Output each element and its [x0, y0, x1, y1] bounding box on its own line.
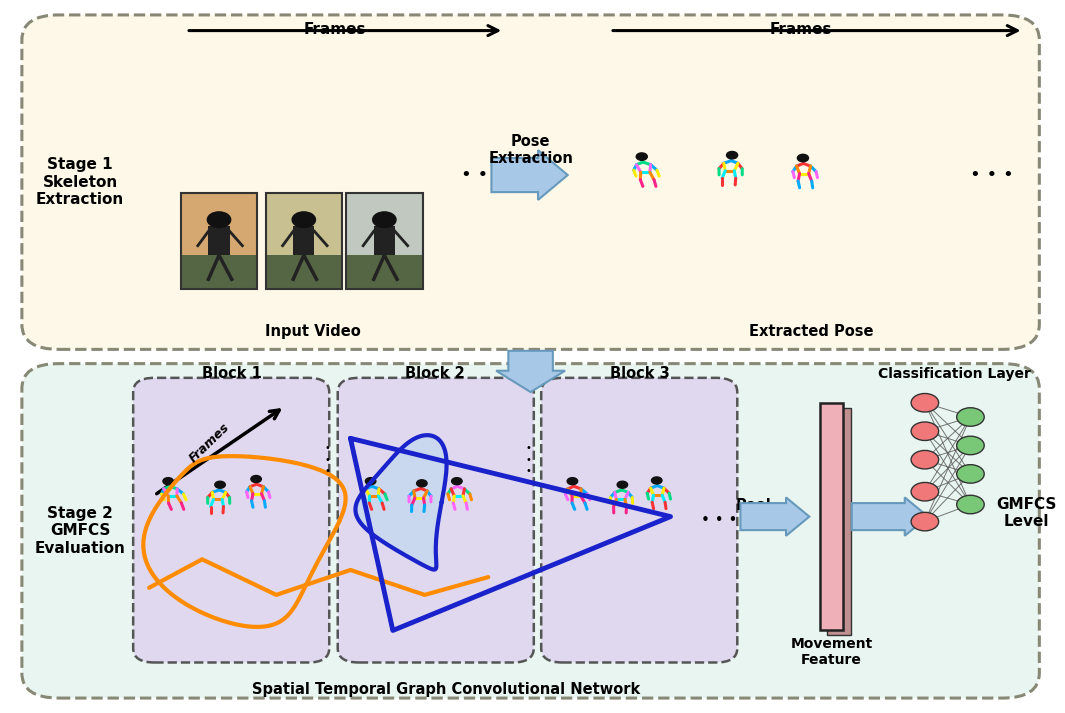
- FancyBboxPatch shape: [346, 193, 423, 255]
- Circle shape: [911, 394, 938, 412]
- Text: Block 1: Block 1: [201, 366, 262, 381]
- Circle shape: [911, 483, 938, 501]
- Circle shape: [568, 478, 577, 485]
- Circle shape: [911, 451, 938, 469]
- Text: Frames: Frames: [770, 21, 832, 36]
- Text: Spatial Temporal Graph Convolutional Network: Spatial Temporal Graph Convolutional Net…: [251, 682, 640, 697]
- FancyBboxPatch shape: [820, 403, 843, 630]
- FancyBboxPatch shape: [828, 408, 851, 635]
- FancyBboxPatch shape: [209, 227, 230, 255]
- Circle shape: [956, 496, 984, 514]
- Circle shape: [373, 212, 396, 227]
- Circle shape: [726, 151, 738, 159]
- Circle shape: [652, 477, 662, 484]
- Text: • • •: • • •: [701, 513, 737, 528]
- Circle shape: [292, 212, 315, 227]
- FancyBboxPatch shape: [181, 255, 257, 289]
- Circle shape: [956, 436, 984, 455]
- Text: Extracted Pose: Extracted Pose: [749, 324, 873, 339]
- FancyBboxPatch shape: [181, 193, 257, 255]
- Text: •
•
•: • • •: [324, 443, 330, 476]
- Text: Movement
Feature: Movement Feature: [790, 637, 872, 667]
- Circle shape: [208, 212, 231, 227]
- FancyArrow shape: [496, 351, 566, 392]
- Text: GMFCS
Level: GMFCS Level: [997, 497, 1056, 529]
- Text: Pool: Pool: [735, 498, 771, 513]
- FancyBboxPatch shape: [133, 378, 329, 662]
- FancyBboxPatch shape: [374, 227, 395, 255]
- FancyBboxPatch shape: [346, 255, 423, 289]
- Circle shape: [251, 476, 261, 483]
- Text: Frames: Frames: [186, 421, 232, 466]
- Polygon shape: [356, 435, 446, 570]
- Circle shape: [636, 153, 648, 160]
- Circle shape: [416, 480, 427, 487]
- Text: • • •: • • •: [461, 166, 505, 184]
- FancyBboxPatch shape: [346, 193, 423, 289]
- FancyBboxPatch shape: [338, 378, 534, 662]
- FancyBboxPatch shape: [265, 193, 342, 289]
- Text: • • •: • • •: [970, 166, 1014, 184]
- Circle shape: [163, 478, 174, 485]
- Circle shape: [956, 465, 984, 483]
- Circle shape: [452, 478, 462, 485]
- Text: Pose
Extraction: Pose Extraction: [488, 134, 573, 166]
- Circle shape: [911, 513, 938, 531]
- Circle shape: [215, 481, 226, 488]
- FancyArrow shape: [740, 498, 809, 536]
- Circle shape: [911, 422, 938, 441]
- Text: Stage 2
GMFCS
Evaluation: Stage 2 GMFCS Evaluation: [35, 506, 126, 555]
- Circle shape: [365, 478, 376, 485]
- FancyBboxPatch shape: [22, 15, 1039, 349]
- FancyBboxPatch shape: [541, 378, 737, 662]
- FancyBboxPatch shape: [265, 255, 342, 289]
- Text: Input Video: Input Video: [265, 324, 361, 339]
- FancyBboxPatch shape: [22, 364, 1039, 698]
- Circle shape: [956, 408, 984, 426]
- FancyArrow shape: [491, 150, 568, 200]
- Circle shape: [617, 481, 627, 488]
- Text: Block 3: Block 3: [610, 366, 670, 381]
- Text: Classification Layer: Classification Layer: [879, 367, 1031, 381]
- Text: •
•
•: • • •: [525, 443, 531, 476]
- Text: Stage 1
Skeleton
Extraction: Stage 1 Skeleton Extraction: [36, 158, 125, 207]
- FancyArrow shape: [852, 498, 928, 536]
- FancyBboxPatch shape: [293, 227, 314, 255]
- Text: Frames: Frames: [304, 21, 365, 36]
- Text: Block 2: Block 2: [406, 366, 465, 381]
- Circle shape: [798, 154, 808, 162]
- FancyBboxPatch shape: [181, 193, 257, 289]
- FancyBboxPatch shape: [265, 193, 342, 255]
